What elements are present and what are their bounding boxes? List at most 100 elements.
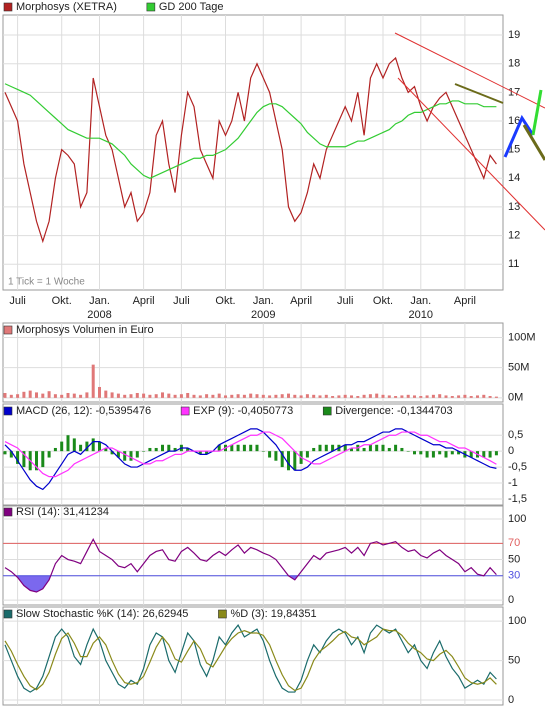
- bar: [249, 393, 253, 398]
- panel-frame: [2, 606, 504, 706]
- y-tick-label: 18: [508, 58, 520, 70]
- bar: [205, 394, 209, 398]
- series-line: [4, 628, 497, 692]
- bar: [488, 396, 492, 398]
- x-tick-label: Okt.: [215, 295, 235, 307]
- bar: [450, 451, 454, 455]
- x-tick-label: Juli: [173, 295, 190, 307]
- bar: [375, 444, 379, 452]
- bar: [350, 447, 353, 452]
- bar: [261, 394, 265, 398]
- bar: [16, 451, 20, 464]
- bar: [123, 394, 127, 398]
- trend-channel-upper: [394, 32, 545, 109]
- bar: [167, 444, 171, 452]
- legend-swatch: [180, 406, 190, 416]
- bar: [255, 394, 259, 398]
- bar: [22, 391, 26, 398]
- bar: [482, 394, 486, 398]
- bar: [293, 451, 297, 471]
- bar: [236, 444, 240, 452]
- bar: [469, 451, 473, 458]
- trend-channel-lower: [397, 77, 545, 231]
- bar: [362, 394, 366, 398]
- bar: [104, 447, 108, 452]
- bar: [205, 451, 209, 455]
- bar: [148, 394, 152, 398]
- legend-swatch: [3, 507, 13, 517]
- bar: [343, 444, 347, 452]
- bar: [387, 395, 391, 398]
- bar: [331, 444, 335, 452]
- bar: [350, 395, 353, 398]
- y-tick-label: 12: [508, 229, 520, 241]
- bar: [394, 444, 398, 452]
- bar: [28, 390, 32, 398]
- bar: [211, 394, 215, 398]
- bar: [230, 394, 234, 398]
- bar: [79, 394, 83, 398]
- bar: [173, 394, 177, 398]
- series-line: [4, 83, 497, 179]
- bar: [381, 444, 385, 452]
- bar: [457, 451, 461, 455]
- bar: [406, 451, 410, 452]
- bar: [35, 451, 38, 471]
- bar: [280, 394, 284, 398]
- bar: [53, 447, 57, 452]
- bar: [16, 394, 20, 398]
- bar: [230, 444, 234, 452]
- x-tick-label: Okt.: [52, 295, 72, 307]
- bar: [217, 393, 221, 398]
- bar: [463, 394, 467, 398]
- trend-line: [454, 83, 504, 104]
- bar: [154, 394, 158, 398]
- bar: [198, 451, 202, 455]
- bar: [91, 438, 95, 452]
- bar: [110, 451, 114, 455]
- bar: [312, 447, 316, 452]
- bar: [482, 451, 486, 458]
- bar: [154, 447, 158, 452]
- series-line: [4, 428, 497, 491]
- y-tick-label: 50M: [508, 362, 529, 374]
- legend-swatch: [3, 2, 13, 12]
- bar: [431, 394, 435, 398]
- bar: [305, 451, 309, 458]
- bar: [110, 392, 114, 398]
- bar: [9, 451, 13, 458]
- bar: [129, 394, 133, 398]
- bar: [129, 451, 133, 461]
- bar: [66, 393, 70, 398]
- x-tick-label: Juli: [9, 295, 26, 307]
- bar: [287, 393, 290, 398]
- x-tick-label: Jan.: [89, 295, 110, 307]
- x-year-label: 2008: [87, 309, 111, 321]
- bar: [287, 451, 290, 471]
- legend-swatch: [218, 609, 227, 619]
- bar: [469, 396, 473, 398]
- bar: [419, 396, 423, 398]
- panels: 111213141516171819Morphosys (XETRA)GD 20…: [2, 1, 536, 706]
- bar: [494, 396, 498, 398]
- x-tick-label: April: [133, 295, 155, 307]
- bar: [261, 451, 265, 452]
- bar: [394, 396, 398, 398]
- bar: [224, 395, 227, 398]
- bar: [318, 395, 322, 398]
- y-tick-label: 100: [508, 615, 526, 627]
- bar: [362, 447, 366, 452]
- legend-label: Morphosys Volumen in Euro: [16, 324, 154, 336]
- bar: [356, 396, 360, 398]
- bar: [3, 451, 7, 455]
- legend-label: Morphosys (XETRA): [16, 1, 117, 13]
- bar: [3, 393, 7, 398]
- x-tick-label: Jan.: [253, 295, 274, 307]
- bar: [85, 441, 89, 452]
- bar: [35, 392, 38, 398]
- bar: [98, 441, 101, 452]
- bar: [60, 441, 64, 452]
- bar: [368, 394, 372, 398]
- y-tick-label: 13: [508, 201, 520, 213]
- legend-label: Slow Stochastic %K (14): 26,62945: [16, 608, 188, 620]
